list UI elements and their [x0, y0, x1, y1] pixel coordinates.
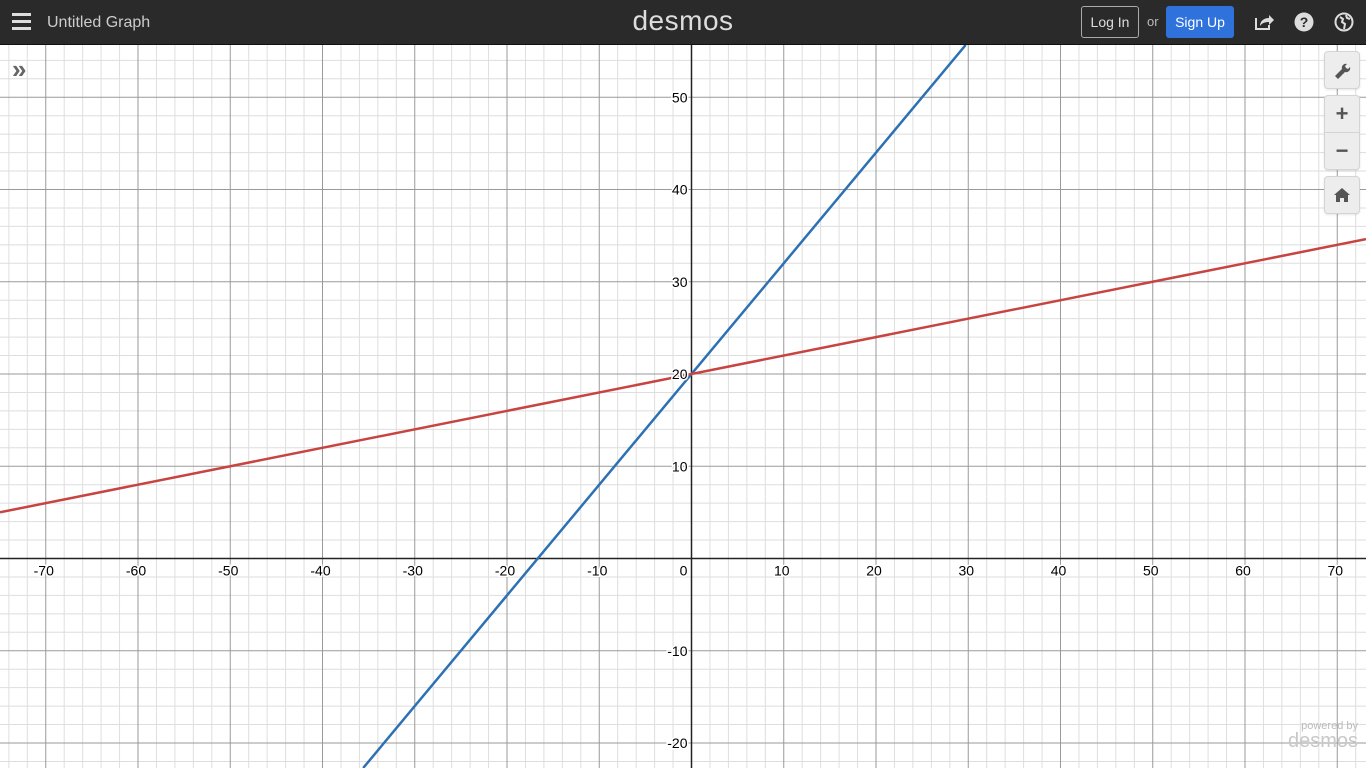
x-tick-label: -10 — [587, 563, 607, 579]
sign-up-button[interactable]: Sign Up — [1166, 6, 1234, 38]
x-tick-label: 0 — [680, 563, 688, 579]
top-bar: Untitled Graph desmos Log In or Sign Up … — [0, 0, 1366, 45]
graph-canvas[interactable]: -70 -60 -50 -40 -30 -20 -10 0 10 20 30 40 50 60 70 -20 -… — [0, 45, 1366, 768]
log-in-button[interactable]: Log In — [1081, 6, 1139, 38]
svg-text:?: ? — [1300, 14, 1309, 30]
axes — [0, 45, 1366, 768]
powered-by-desmos[interactable]: powered by desmos — [1287, 720, 1358, 752]
x-tick-label: -50 — [218, 563, 238, 579]
tick-labels: -70 -60 -50 -40 -30 -20 -10 0 10 20 30 40 50 60 70 -20 -… — [32, 88, 1345, 753]
x-tick-label: 50 — [1143, 563, 1159, 579]
major-grid — [0, 45, 1366, 768]
expand-list-icon[interactable]: » — [12, 54, 27, 84]
powered-by-text: powered by — [1301, 720, 1358, 732]
y-tick-label: 20 — [672, 366, 688, 382]
wrench-icon[interactable] — [1325, 52, 1359, 88]
minor-grid — [0, 45, 1366, 768]
desmos-logo: desmos — [632, 5, 734, 36]
home-control — [1324, 176, 1360, 214]
share-icon[interactable] — [1253, 11, 1275, 33]
settings-control — [1324, 51, 1360, 89]
y-tick-label: 30 — [672, 274, 688, 290]
y-tick-label: 40 — [672, 182, 688, 198]
x-tick-label: 40 — [1051, 563, 1067, 579]
x-tick-label: 70 — [1327, 563, 1343, 579]
x-tick-label: 20 — [866, 563, 882, 579]
language-globe-icon[interactable] — [1333, 11, 1355, 33]
or-label: or — [1147, 14, 1159, 29]
x-tick-label: -30 — [403, 563, 423, 579]
home-icon[interactable] — [1325, 177, 1359, 213]
y-tick-label: 50 — [672, 89, 688, 105]
x-tick-label: -60 — [126, 563, 146, 579]
menu-icon[interactable] — [12, 13, 31, 31]
graph-title[interactable]: Untitled Graph — [47, 14, 151, 31]
help-icon[interactable]: ? — [1293, 11, 1315, 33]
x-tick-label: 60 — [1235, 563, 1251, 579]
x-tick-label: -20 — [495, 563, 515, 579]
watermark-brand: desmos — [1287, 730, 1358, 752]
x-tick-label: -40 — [310, 563, 330, 579]
series-line-1 — [362, 45, 967, 768]
zoom-out-icon[interactable]: − — [1335, 138, 1349, 163]
y-tick-label: -10 — [667, 643, 687, 659]
curves — [0, 45, 1366, 768]
x-tick-label: -70 — [34, 563, 54, 579]
y-tick-label: 10 — [672, 458, 688, 474]
x-tick-label: 10 — [774, 563, 790, 579]
series-line-2 — [0, 237, 1366, 514]
x-tick-label: 30 — [958, 563, 974, 579]
y-tick-label: -20 — [667, 735, 687, 751]
zoom-in-icon[interactable]: + — [1325, 96, 1359, 133]
zoom-controls: + − — [1324, 95, 1360, 170]
